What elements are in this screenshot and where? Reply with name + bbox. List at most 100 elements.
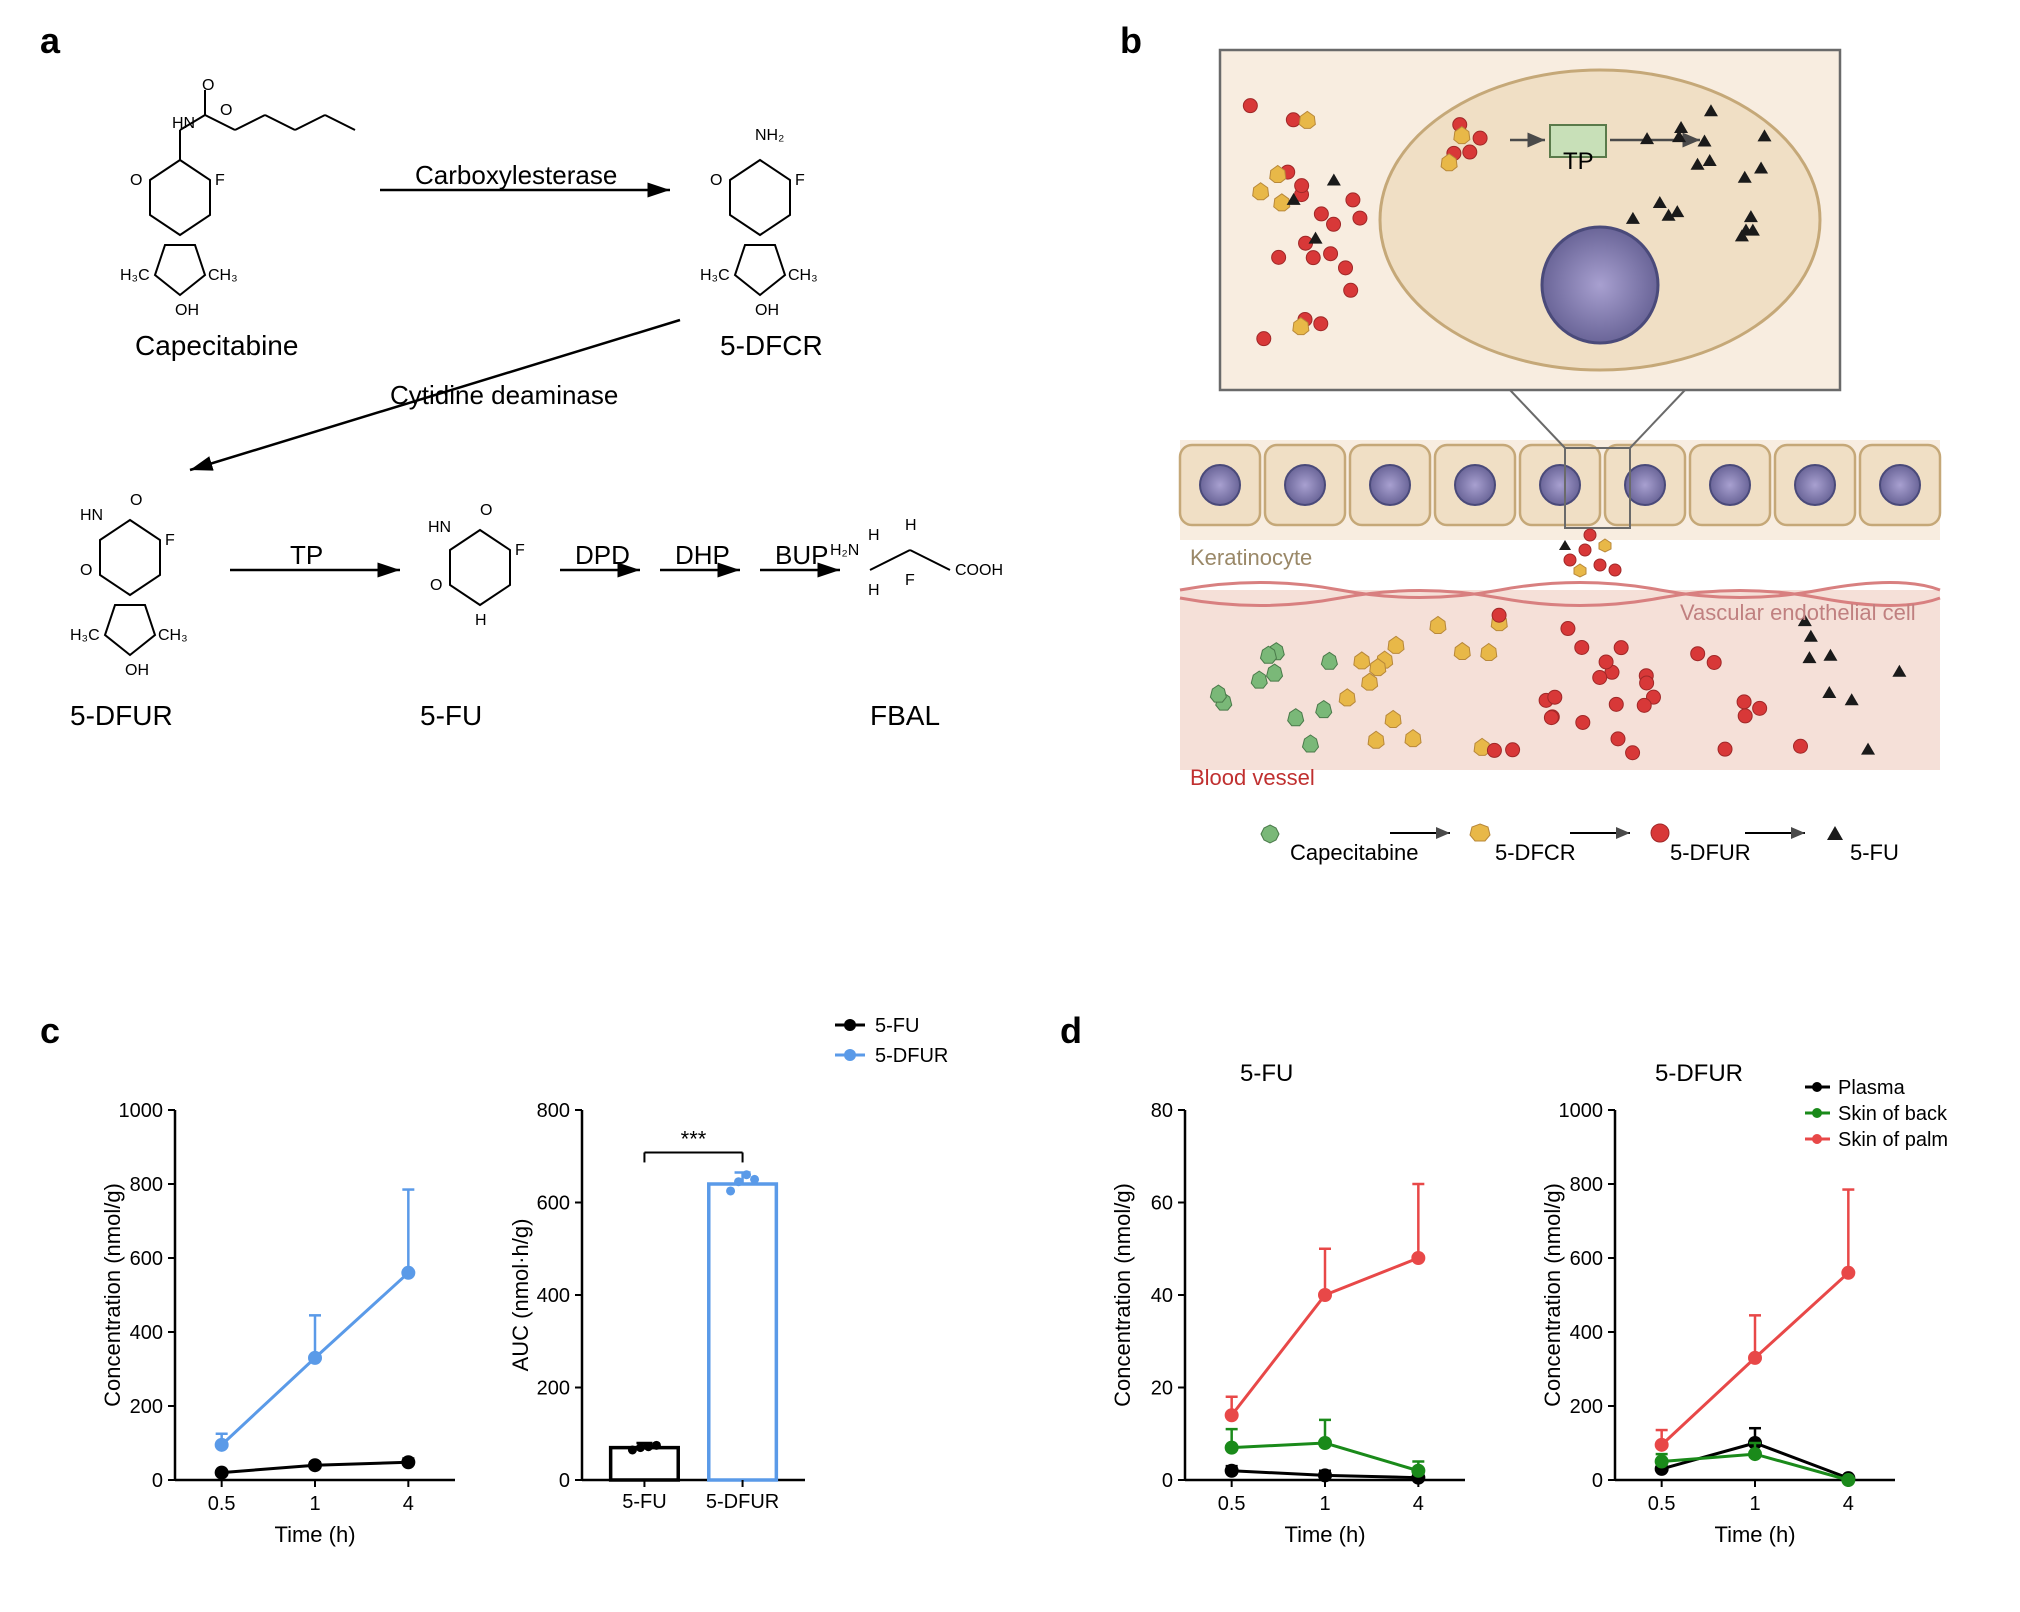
svg-text:H: H — [475, 612, 487, 629]
legend-d-palm: Skin of palm — [1838, 1129, 1948, 1152]
svg-text:F: F — [215, 172, 225, 189]
svg-text:Concentration (nmol/g): Concentration (nmol/g) — [100, 1183, 125, 1407]
blood-vessel-label: Blood vessel — [1190, 765, 1315, 791]
svg-text:1: 1 — [1749, 1493, 1760, 1515]
legend-c-dfur: 5-DFUR — [875, 1045, 948, 1068]
svg-text:0.5: 0.5 — [208, 1493, 236, 1515]
svg-text:HN: HN — [80, 507, 103, 524]
legend-d-plasma: Plasma — [1838, 1077, 1905, 1100]
svg-text:F: F — [795, 172, 805, 189]
svg-text:CH₃: CH₃ — [208, 267, 238, 284]
svg-text:0.5: 0.5 — [1648, 1493, 1676, 1515]
svg-text:O: O — [710, 172, 722, 189]
svg-text:1: 1 — [1319, 1493, 1330, 1515]
svg-text:5-DFUR: 5-DFUR — [706, 1491, 779, 1513]
svg-text:20: 20 — [1151, 1378, 1173, 1400]
svg-text:600: 600 — [1570, 1248, 1603, 1270]
svg-text:H: H — [868, 582, 880, 599]
svg-text:OH: OH — [175, 302, 199, 319]
panel-label-c: c — [40, 1010, 60, 1052]
enzyme-cytidine-deaminase: Cytidine deaminase — [390, 380, 618, 411]
svg-text:O: O — [480, 502, 492, 519]
svg-text:4: 4 — [1843, 1493, 1854, 1515]
chart-c2: 0 200 400 600 800 AUC (nmol·h/g) 5-FU 5-DFUR *** — [510, 1060, 820, 1560]
svg-text:H: H — [905, 517, 917, 534]
legend-c-fu: 5-FU — [875, 1015, 919, 1038]
svg-text:H₂N: H₂N — [830, 542, 859, 559]
svg-text:0: 0 — [152, 1470, 163, 1492]
svg-text:O: O — [130, 172, 142, 189]
svg-text:Concentration (nmol/g): Concentration (nmol/g) — [1110, 1183, 1135, 1407]
legend-dfcr: 5-DFCR — [1495, 840, 1576, 866]
chart-d1: 0 20 40 60 80 0.5 1 4 Concentration (nmol/g) Time… — [1110, 1060, 1480, 1560]
svg-text:O: O — [80, 562, 92, 579]
svg-text:O: O — [430, 577, 442, 594]
svg-text:O: O — [130, 492, 142, 509]
enzyme-tp: TP — [290, 540, 323, 571]
svg-text:H₃C: H₃C — [120, 267, 150, 284]
enzyme-carboxylesterase: Carboxylesterase — [415, 160, 617, 191]
svg-text:AUC (nmol·h/g): AUC (nmol·h/g) — [510, 1219, 533, 1372]
legend-dfur: 5-DFUR — [1670, 840, 1751, 866]
svg-text:H₃C: H₃C — [70, 627, 100, 644]
svg-text:O: O — [202, 77, 214, 94]
legend-fu: 5-FU — [1850, 840, 1899, 866]
enzyme-dpd: DPD — [575, 540, 630, 571]
svg-text:Time (h): Time (h) — [274, 1522, 355, 1547]
svg-text:0: 0 — [1162, 1470, 1173, 1492]
svg-text:OH: OH — [755, 302, 779, 319]
compound-capecitabine: Capecitabine — [135, 330, 298, 362]
svg-text:F: F — [905, 572, 915, 589]
svg-text:Concentration (nmol/g): Concentration (nmol/g) — [1540, 1183, 1565, 1407]
svg-text:200: 200 — [1570, 1396, 1603, 1418]
svg-text:4: 4 — [403, 1493, 414, 1515]
svg-text:60: 60 — [1151, 1193, 1173, 1215]
svg-text:200: 200 — [130, 1396, 163, 1418]
svg-text:1000: 1000 — [119, 1100, 164, 1122]
svg-text:40: 40 — [1151, 1285, 1173, 1307]
compound-dfur: 5-DFUR — [70, 700, 173, 732]
svg-text:CH₃: CH₃ — [158, 627, 188, 644]
vascular-label: Vascular endothelial cell — [1680, 600, 1916, 626]
chart-c1: 020040060080010000.514Concentration (nmo… — [100, 1060, 470, 1560]
svg-text:Time (h): Time (h) — [1714, 1522, 1795, 1547]
panel-label-d: d — [1060, 1010, 1082, 1052]
svg-text:1: 1 — [309, 1493, 320, 1515]
svg-text:800: 800 — [537, 1100, 570, 1122]
legend-d-back: Skin of back — [1838, 1103, 1947, 1126]
svg-text:H: H — [868, 527, 880, 544]
svg-text:COOH: COOH — [955, 562, 1003, 579]
svg-text:O: O — [220, 102, 232, 119]
svg-text:0: 0 — [1592, 1470, 1603, 1492]
svg-text:H₃C: H₃C — [700, 267, 730, 284]
svg-text:0: 0 — [559, 1470, 570, 1492]
svg-text:600: 600 — [537, 1193, 570, 1215]
svg-text:400: 400 — [1570, 1322, 1603, 1344]
panel-label-b: b — [1120, 20, 1142, 62]
svg-text:80: 80 — [1151, 1100, 1173, 1122]
svg-text:1000: 1000 — [1559, 1100, 1604, 1122]
svg-text:4: 4 — [1413, 1493, 1424, 1515]
chart-d2-title: 5-DFUR — [1655, 1060, 1743, 1088]
tp-box-label: TP — [1563, 148, 1594, 176]
svg-text:5-FU: 5-FU — [622, 1491, 666, 1513]
svg-text:Time (h): Time (h) — [1284, 1522, 1365, 1547]
svg-text:HN: HN — [428, 519, 451, 536]
svg-text:600: 600 — [130, 1248, 163, 1270]
compound-fbal: FBAL — [870, 700, 940, 732]
svg-text:400: 400 — [537, 1285, 570, 1307]
svg-text:OH: OH — [125, 662, 149, 679]
svg-text:NH₂: NH₂ — [755, 127, 784, 144]
svg-text:***: *** — [681, 1126, 707, 1151]
svg-text:200: 200 — [537, 1378, 570, 1400]
keratinocyte-label: Keratinocyte — [1190, 545, 1312, 571]
legend-capecitabine: Capecitabine — [1290, 840, 1418, 866]
svg-text:400: 400 — [130, 1322, 163, 1344]
enzyme-dhp: DHP — [675, 540, 730, 571]
svg-text:F: F — [165, 532, 175, 549]
svg-text:CH₃: CH₃ — [788, 267, 818, 284]
svg-text:F: F — [515, 542, 525, 559]
svg-text:800: 800 — [1570, 1174, 1603, 1196]
chart-d1-title: 5-FU — [1240, 1060, 1293, 1088]
svg-text:0.5: 0.5 — [1218, 1493, 1246, 1515]
